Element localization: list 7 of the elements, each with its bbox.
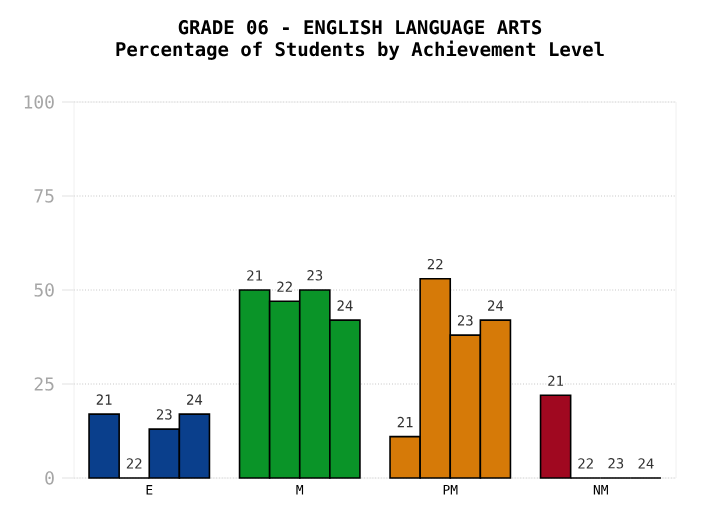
- y-tick-label: 50: [34, 283, 54, 297]
- y-tick-label: 0: [45, 471, 54, 485]
- y-tick-label: 25: [34, 377, 54, 391]
- y-tick-label: 100: [24, 95, 54, 109]
- chart-title: GRADE 06 - ENGLISH LANGUAGE ARTS: [178, 20, 542, 35]
- chart-subtitle: Percentage of Students by Achievement Level: [116, 40, 604, 60]
- y-tick-label: 75: [34, 189, 54, 203]
